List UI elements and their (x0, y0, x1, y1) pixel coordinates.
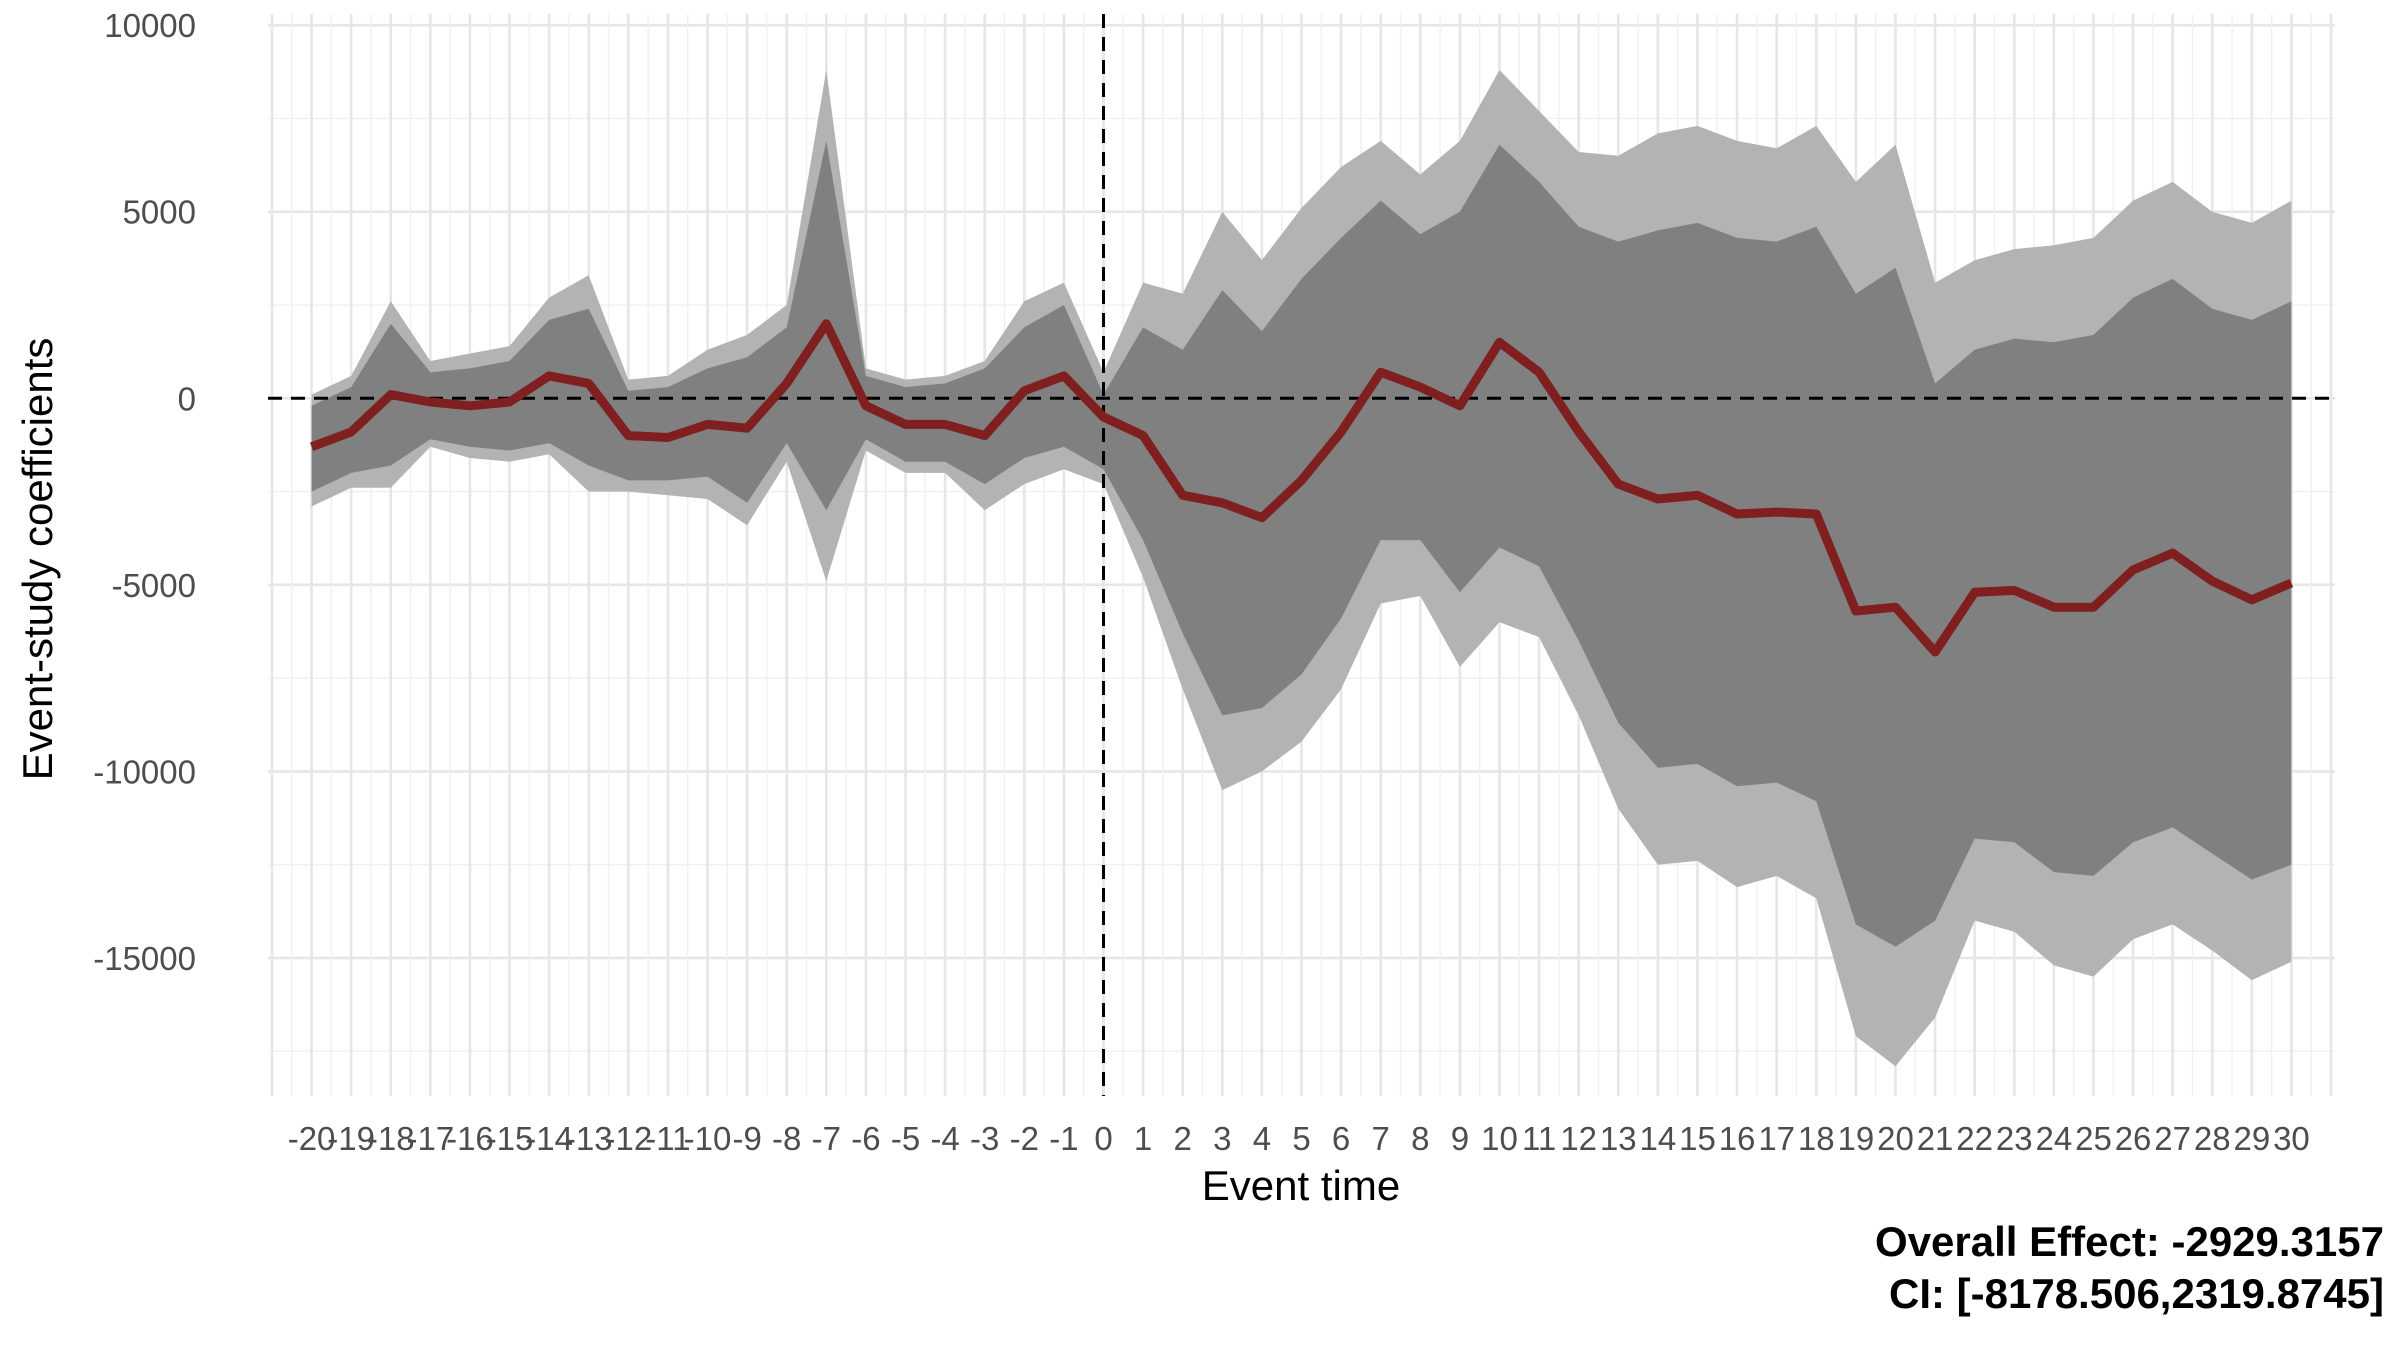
x-tick-label: -19 (327, 1120, 375, 1157)
x-tick-label: 24 (2035, 1120, 2072, 1157)
coefficient-line-group (310, 319, 2294, 657)
x-tick-label: 29 (2233, 1120, 2270, 1157)
x-tick-label: 1 (1134, 1120, 1152, 1157)
reference-lines (268, 14, 2335, 1096)
inner-confidence-band (311, 140, 2292, 947)
x-tick-label: 25 (2075, 1120, 2112, 1157)
x-tick-label: 22 (1956, 1120, 1993, 1157)
overall-effect-caption: Overall Effect: -2929.3157 CI: [-8178.50… (1875, 1216, 2384, 1320)
y-tick-label: -15000 (93, 940, 196, 977)
x-tick-label: 10 (1481, 1120, 1518, 1157)
x-tick-label: -1 (1049, 1120, 1078, 1157)
x-tick-label: 5 (1292, 1120, 1310, 1157)
x-tick-label: -6 (851, 1120, 880, 1157)
x-tick-label: -13 (565, 1120, 613, 1157)
x-tick-label: 23 (1996, 1120, 2033, 1157)
y-axis-label: Event-study coefficients (14, 338, 61, 781)
x-tick-label: 8 (1411, 1120, 1429, 1157)
x-tick-label: -20 (288, 1120, 336, 1157)
x-tick-label: -8 (772, 1120, 801, 1157)
x-tick-label: -18 (367, 1120, 415, 1157)
x-tick-label: 4 (1253, 1120, 1271, 1157)
x-tick-label: -16 (446, 1120, 494, 1157)
x-tick-label: -4 (930, 1120, 959, 1157)
x-tick-label: 19 (1838, 1120, 1875, 1157)
y-axis-ticks: 10000 5000 0 -5000 -10000 -15000 (93, 7, 196, 977)
x-tick-label: 28 (2194, 1120, 2231, 1157)
x-tick-label: 17 (1758, 1120, 1795, 1157)
x-tick-label: -10 (684, 1120, 732, 1157)
x-tick-label: -11 (645, 1120, 690, 1157)
x-tick-label: 18 (1798, 1120, 1835, 1157)
x-tick-label: 14 (1640, 1120, 1677, 1157)
x-tick-label: -17 (406, 1120, 454, 1157)
confidence-interval-text: CI: [-8178.506,2319.8745] (1889, 1270, 2384, 1317)
x-tick-label: 20 (1877, 1120, 1914, 1157)
x-tick-label: 30 (2273, 1120, 2310, 1157)
x-tick-label: 15 (1679, 1120, 1716, 1157)
x-tick-label: -15 (486, 1120, 534, 1157)
x-axis-ticks: -20-19-18-17-16-15-14-13-12-11-10 -9 -8 -7-… (288, 1120, 2310, 1157)
x-tick-label: 2 (1174, 1120, 1192, 1157)
x-tick-label: -5 (891, 1120, 920, 1157)
coefficient-line (310, 319, 2294, 657)
x-tick-label: 26 (2115, 1120, 2152, 1157)
x-tick-label: 21 (1917, 1120, 1954, 1157)
x-tick-label: 0 (1094, 1120, 1112, 1157)
x-tick-label: 9 (1451, 1120, 1469, 1157)
x-tick-label: 16 (1719, 1120, 1756, 1157)
y-tick-label: 5000 (123, 194, 196, 231)
x-tick-label: 12 (1560, 1120, 1597, 1157)
y-tick-label: -10000 (93, 753, 196, 790)
x-tick-label: 6 (1332, 1120, 1350, 1157)
y-tick-label: 10000 (104, 7, 196, 44)
x-tick-label: 27 (2154, 1120, 2191, 1157)
x-tick-label: 7 (1372, 1120, 1390, 1157)
x-tick-label: 13 (1600, 1120, 1637, 1157)
y-tick-label: -5000 (112, 567, 196, 604)
x-tick-label: -3 (970, 1120, 999, 1157)
confidence-bands (311, 70, 2292, 1067)
x-tick-label: -9 (732, 1120, 761, 1157)
x-tick-label: 11 (1522, 1120, 1556, 1157)
x-tick-label: -14 (525, 1120, 573, 1157)
x-tick-label: -12 (604, 1120, 652, 1157)
x-tick-label: 3 (1213, 1120, 1231, 1157)
x-tick-label: -7 (812, 1120, 841, 1157)
x-tick-label: -2 (1010, 1120, 1039, 1157)
x-axis-label: Event time (1202, 1162, 1400, 1209)
y-tick-label: 0 (178, 380, 196, 417)
overall-effect-text: Overall Effect: -2929.3157 (1875, 1218, 2384, 1265)
